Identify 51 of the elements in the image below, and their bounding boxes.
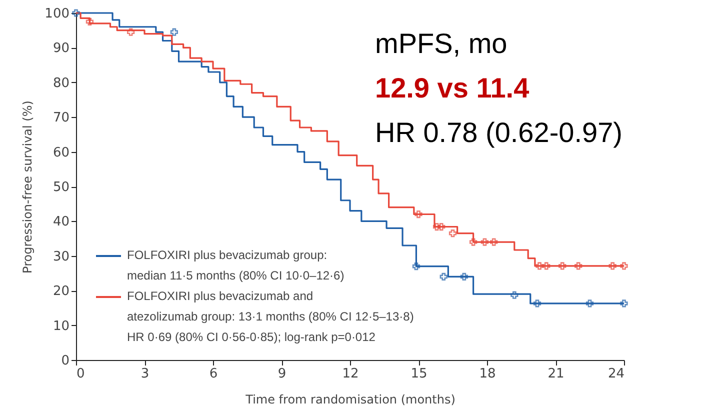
y-tick-label: 80 [52, 76, 70, 91]
y-axis-title: Progression-free survival (%) [20, 100, 35, 274]
point [412, 262, 420, 270]
annotation: HR 0.78 (0.62-0.97) [375, 117, 622, 148]
point [448, 230, 457, 238]
point [533, 300, 542, 308]
point [460, 272, 468, 281]
x-tick-label: 18 [479, 366, 496, 382]
point [126, 28, 135, 36]
point [480, 238, 489, 246]
point [469, 238, 478, 246]
y-tick-label: 60 [52, 145, 70, 160]
x-tick-label: 9 [278, 366, 286, 382]
x-tick-label: 6 [209, 366, 218, 382]
y-tick-label: 0 [61, 354, 70, 368]
annotation: mPFS, mo [375, 28, 508, 59]
y-tick-label: 70 [52, 110, 70, 126]
point [170, 28, 178, 36]
point [510, 291, 518, 299]
point [574, 262, 582, 270]
x-tick-label: 15 [410, 366, 428, 382]
y-tick-label: 10 [52, 318, 70, 334]
point [608, 262, 616, 270]
legend-label: FOLFOXIRI plus bevacizumab and atezolizumab group: 13·1 months (80% CI 12·5–13·8) [127, 289, 414, 324]
point [558, 262, 566, 270]
y-tick-label: 20 [52, 284, 70, 300]
point [414, 210, 422, 218]
point [542, 262, 550, 270]
point [86, 18, 94, 26]
y-tick-label: 90 [52, 41, 70, 56]
point [490, 238, 498, 246]
point [432, 222, 441, 231]
point [438, 222, 446, 231]
x-axis-title: Time from randomisation (months) [244, 392, 456, 406]
y-tick-label: 50 [52, 180, 70, 195]
point [620, 300, 628, 308]
annotation: 12.9 vs 11.4 [375, 72, 530, 104]
legend-label: FOLFOXIRI plus bevacizumab group: median 11·5 months (80% CI 10·0–12·6) [127, 248, 344, 282]
y-tick-label: 30 [52, 249, 70, 264]
x-tick-label: 21 [548, 366, 564, 382]
x-tick-label: 0 [76, 366, 85, 382]
y-tick-label: 100 [44, 6, 70, 22]
x-tick-label: 3 [140, 366, 150, 382]
point [536, 262, 544, 270]
point [620, 262, 628, 270]
point [586, 300, 594, 308]
x-tick-label: 12 [342, 366, 359, 382]
x-tick-label: 24 [608, 366, 624, 382]
annotation: HR 0·69 (80% CI 0·56-0·85); log-rank p=0·012 [127, 330, 376, 344]
point [440, 272, 448, 281]
y-tick-label: 40 [52, 214, 70, 230]
